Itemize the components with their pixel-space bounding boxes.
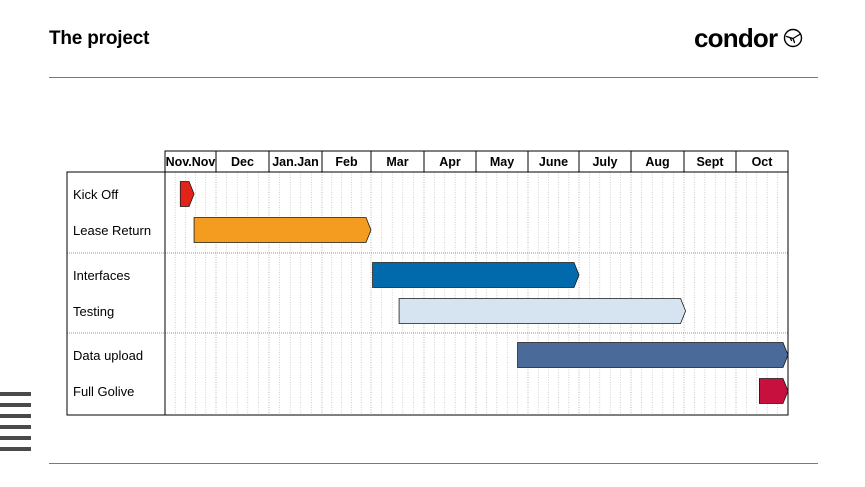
month-label: May <box>490 155 514 169</box>
task-label: Testing <box>73 304 114 319</box>
month-label: Mar <box>386 155 408 169</box>
month-label: Jan.Jan <box>272 155 319 169</box>
task-label: Lease Return <box>73 223 151 238</box>
task-label: Data upload <box>73 348 143 363</box>
task-bar <box>759 378 789 404</box>
task-bar <box>372 262 580 288</box>
month-label: Aug <box>645 155 669 169</box>
month-label: July <box>592 155 617 169</box>
task-label: Interfaces <box>73 268 131 283</box>
logo-text: condor <box>694 23 778 53</box>
header-divider <box>49 77 818 78</box>
footer-divider <box>49 463 818 464</box>
task-bar <box>193 217 372 243</box>
task-bar <box>179 181 195 207</box>
task-label: Kick Off <box>73 187 119 202</box>
month-label: Apr <box>439 155 461 169</box>
month-label: Sept <box>696 155 724 169</box>
month-label: Feb <box>335 155 358 169</box>
page-title: The project <box>49 28 150 49</box>
condor-logo: condor <box>694 24 803 52</box>
gantt-frame <box>66 171 789 416</box>
month-label: Oct <box>752 155 774 169</box>
month-label: June <box>539 155 568 169</box>
month-label: Nov.Nov <box>166 155 216 169</box>
task-label: Full Golive <box>73 384 134 399</box>
task-bar <box>517 342 789 368</box>
decorative-stripes <box>0 392 31 458</box>
task-bar <box>398 298 686 324</box>
condor-bird-icon <box>784 28 803 48</box>
month-label: Dec <box>231 155 254 169</box>
